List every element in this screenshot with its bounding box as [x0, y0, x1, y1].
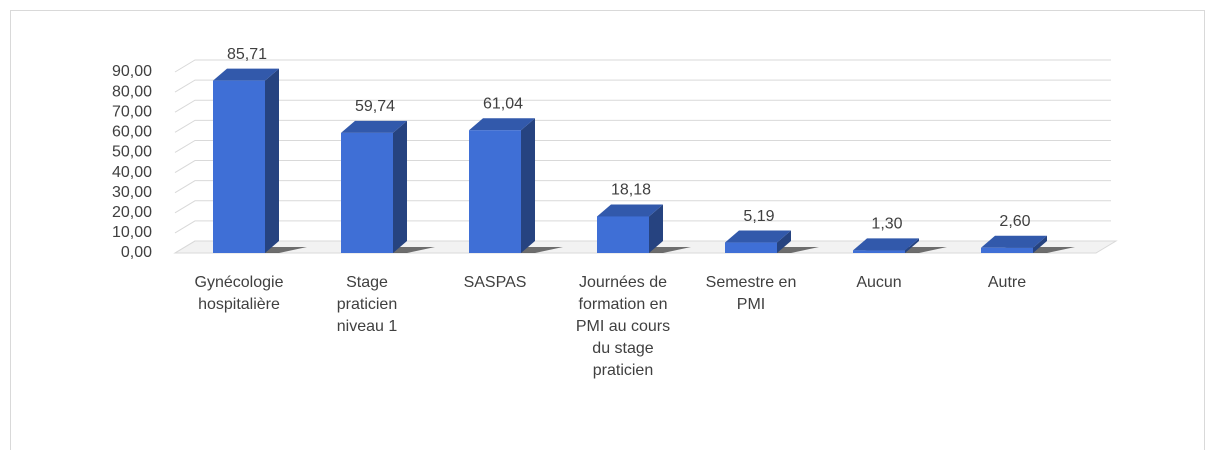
chart-frame [10, 10, 1205, 450]
grid-line [174, 220, 1111, 234]
data-label: 5,19 [743, 208, 774, 225]
x-tick-label: SASPAS [464, 274, 527, 291]
bar [853, 238, 947, 253]
x-tick-label: Aucun [856, 274, 901, 291]
bar-front [469, 130, 521, 253]
data-label: 18,18 [611, 182, 651, 199]
grid-line [174, 59, 1111, 73]
x-tick-line: du stage [592, 340, 653, 357]
grid-line [174, 180, 1111, 194]
x-tick-line: Journées de [579, 274, 667, 291]
x-tick-label: Semestre en PMI [706, 274, 797, 313]
x-tick-line: hospitalière [198, 296, 280, 313]
bar-front [213, 80, 265, 253]
x-tick-label: Autre [988, 274, 1026, 291]
bar-side [265, 68, 279, 253]
bar [597, 204, 691, 253]
bar-side [393, 120, 407, 253]
y-tick-label: 30,00 [112, 184, 152, 201]
y-tick-label: 40,00 [112, 164, 152, 181]
data-label: 2,60 [999, 213, 1030, 230]
x-tick-line: Aucun [856, 274, 901, 291]
data-label: 59,74 [355, 98, 395, 115]
grid-line [174, 79, 1111, 93]
y-tick-label: 20,00 [112, 204, 152, 221]
x-tick-line: praticien [593, 362, 653, 379]
x-tick-line: PMI [737, 296, 765, 313]
bar-top [725, 230, 791, 243]
bar-top [213, 68, 279, 81]
bar-side [905, 238, 919, 253]
x-tick-label: Gynécologie hospitalière [195, 274, 284, 313]
bar-side [521, 118, 535, 253]
y-tick-label: 70,00 [112, 103, 152, 120]
grid-line [174, 99, 1111, 113]
bar-top [597, 204, 663, 217]
x-tick-line: formation en [579, 296, 668, 313]
x-tick-line: Semestre en [706, 274, 797, 291]
bar-front [981, 247, 1033, 253]
x-tick-line: praticien [337, 296, 397, 313]
bar [981, 235, 1075, 253]
bar [469, 118, 563, 253]
bar-front [725, 242, 777, 253]
bar-front [597, 216, 649, 253]
data-label: 85,71 [227, 46, 267, 63]
x-tick-label: Stage praticien niveau 1 [337, 274, 398, 335]
y-tick-label: 90,00 [112, 63, 152, 80]
bar-top [341, 120, 407, 133]
bar [213, 68, 307, 253]
y-tick-label: 60,00 [112, 124, 152, 141]
bar-side [777, 230, 791, 253]
bar-side [649, 204, 663, 253]
bar [725, 230, 819, 253]
x-tick-line: niveau 1 [337, 318, 398, 335]
bar [341, 120, 435, 253]
x-tick-line: Autre [988, 274, 1026, 291]
bar-side [1033, 235, 1047, 253]
x-tick-line: PMI au cours [576, 318, 670, 335]
x-tick-line: Stage [346, 274, 388, 291]
grid-line [174, 200, 1111, 214]
x-tick-label: Journées de formation en PMI au cours du st… [576, 274, 670, 379]
bar-top [853, 238, 919, 251]
grid-line [174, 119, 1111, 133]
bar-top [469, 118, 535, 131]
grid-line [174, 160, 1111, 173]
y-tick-label: 80,00 [112, 83, 152, 100]
y-tick-label: 50,00 [112, 144, 152, 161]
data-label: 1,30 [871, 216, 902, 233]
bar-front [853, 250, 905, 253]
grid-line [174, 240, 1111, 254]
grid-line [174, 139, 1111, 153]
y-tick-label: 10,00 [112, 224, 152, 241]
data-label: 61,04 [483, 95, 523, 112]
bar-front [341, 132, 393, 253]
y-tick-label: 0,00 [121, 244, 152, 261]
x-tick-line: Gynécologie [195, 274, 284, 291]
x-tick-line: SASPAS [464, 274, 527, 291]
bar-top [981, 235, 1047, 248]
